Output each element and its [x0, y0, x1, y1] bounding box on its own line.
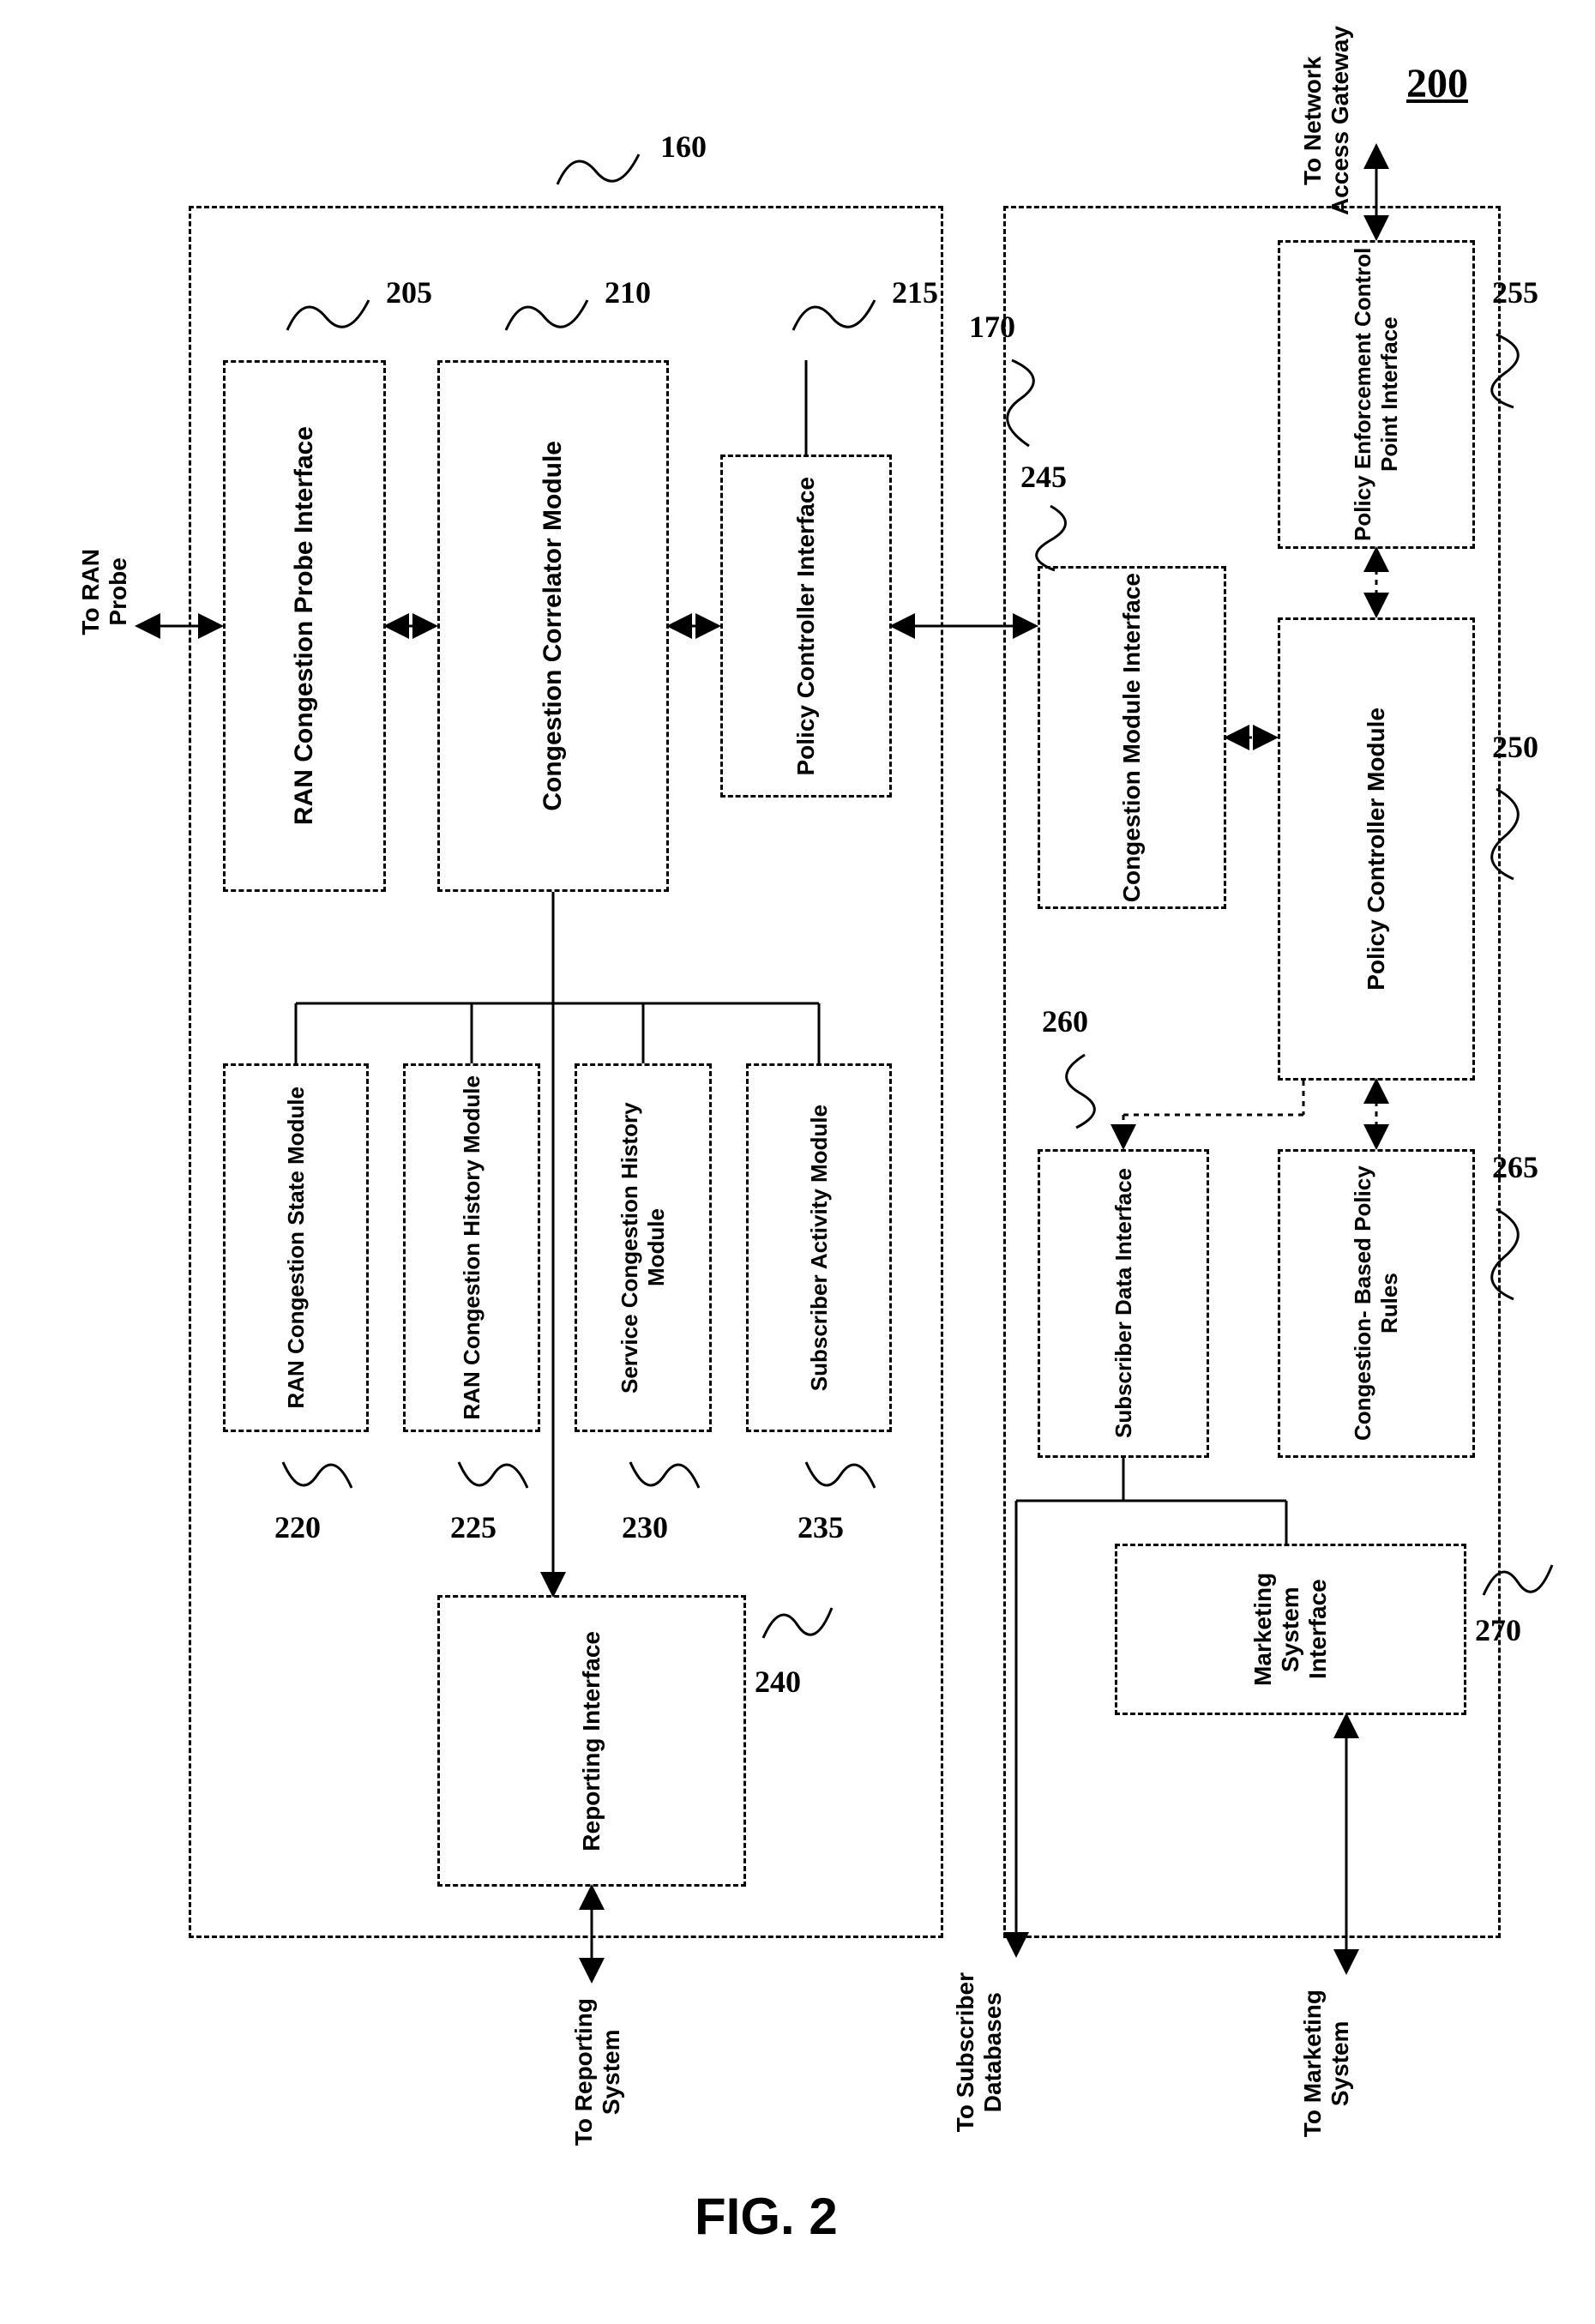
squiggle-250	[1488, 780, 1539, 883]
box-correlator-module: Congestion Correlator Module	[437, 360, 669, 892]
ref-225: 225	[450, 1509, 497, 1545]
ref-250: 250	[1492, 729, 1538, 765]
ext-reporting: To Reporting System	[570, 1998, 625, 2146]
squiggle-225	[450, 1449, 536, 1509]
ref-265: 265	[1492, 1149, 1538, 1185]
box-subscriber-activity-module: Subscriber Activity Module	[746, 1063, 892, 1432]
box-policy-controller-module: Policy Controller Module	[1278, 617, 1475, 1081]
ref-235: 235	[798, 1509, 844, 1545]
ext-sub-db: To Subscriber Databases	[952, 1972, 1007, 2132]
diagram-canvas: 200 160 170 RAN Congestion Probe Interfa…	[34, 34, 1561, 2290]
label-245: Congestion Module Interface	[1118, 573, 1146, 902]
box-reporting-interface: Reporting Interface	[437, 1595, 746, 1887]
ext-marketing: To Marketing System	[1299, 1990, 1354, 2137]
squiggle-205	[279, 283, 382, 343]
ref-220: 220	[274, 1509, 321, 1545]
squiggle-170	[995, 352, 1046, 455]
box-subscriber-data-interface: Subscriber Data Interface	[1038, 1149, 1209, 1458]
box-ran-history-module: RAN Congestion History Module	[403, 1063, 540, 1432]
label-240: Reporting Interface	[578, 1631, 605, 1851]
ref-200: 200	[1406, 60, 1468, 107]
figure-label: FIG. 2	[695, 2187, 838, 2246]
label-225: RAN Congestion History Module	[459, 1075, 485, 1420]
squiggle-235	[798, 1449, 883, 1509]
ref-170: 170	[969, 309, 1015, 345]
box-congestion-module-interface: Congestion Module Interface	[1038, 566, 1226, 909]
label-235: Subscriber Activity Module	[806, 1105, 833, 1391]
box-marketing-interface: Marketing System Interface	[1115, 1544, 1466, 1715]
ref-205: 205	[386, 274, 432, 310]
squiggle-215	[785, 283, 888, 343]
ref-210: 210	[605, 274, 651, 310]
ref-255: 255	[1492, 274, 1538, 310]
ref-160: 160	[660, 129, 707, 165]
squiggle-260	[1059, 1046, 1110, 1132]
ext-ran-probe: To RAN Probe	[77, 549, 132, 635]
squiggle-265	[1488, 1201, 1539, 1303]
label-210: Congestion Correlator Module	[539, 441, 568, 811]
label-265: Congestion- Based Policy Rules	[1350, 1152, 1403, 1455]
squiggle-255	[1488, 326, 1539, 412]
squiggle-220	[274, 1449, 360, 1509]
ref-270: 270	[1475, 1612, 1521, 1648]
squiggle-160	[549, 137, 652, 197]
ref-230: 230	[622, 1509, 668, 1545]
box-policy-controller-interface: Policy Controller Interface	[720, 455, 892, 798]
label-230: Service Congestion History Module	[617, 1066, 670, 1430]
box-ran-probe-interface: RAN Congestion Probe Interface	[223, 360, 386, 892]
squiggle-270	[1475, 1552, 1561, 1612]
ref-215: 215	[892, 274, 938, 310]
label-205: RAN Congestion Probe Interface	[290, 426, 319, 825]
box-pecp-interface: Policy Enforcement Control Point Interfa…	[1278, 240, 1475, 549]
label-270: Marketing System Interface	[1249, 1546, 1332, 1713]
label-260: Subscriber Data Interface	[1110, 1168, 1137, 1438]
label-220: RAN Congestion State Module	[283, 1087, 310, 1409]
squiggle-240	[755, 1595, 840, 1655]
label-215: Policy Controller Interface	[792, 477, 820, 776]
label-255: Policy Enforcement Control Point Interfa…	[1350, 243, 1403, 546]
ref-260: 260	[1042, 1003, 1088, 1039]
ref-245: 245	[1020, 459, 1067, 495]
box-ran-state-module: RAN Congestion State Module	[223, 1063, 369, 1432]
squiggle-245	[1029, 497, 1080, 575]
squiggle-210	[497, 283, 600, 343]
label-250: Policy Controller Module	[1363, 707, 1390, 990]
box-congestion-policy-rules: Congestion- Based Policy Rules	[1278, 1149, 1475, 1458]
ref-240: 240	[755, 1664, 801, 1700]
box-service-history-module: Service Congestion History Module	[575, 1063, 712, 1432]
ext-network-gw: To Network Access Gateway	[1299, 26, 1354, 215]
squiggle-230	[622, 1449, 707, 1509]
